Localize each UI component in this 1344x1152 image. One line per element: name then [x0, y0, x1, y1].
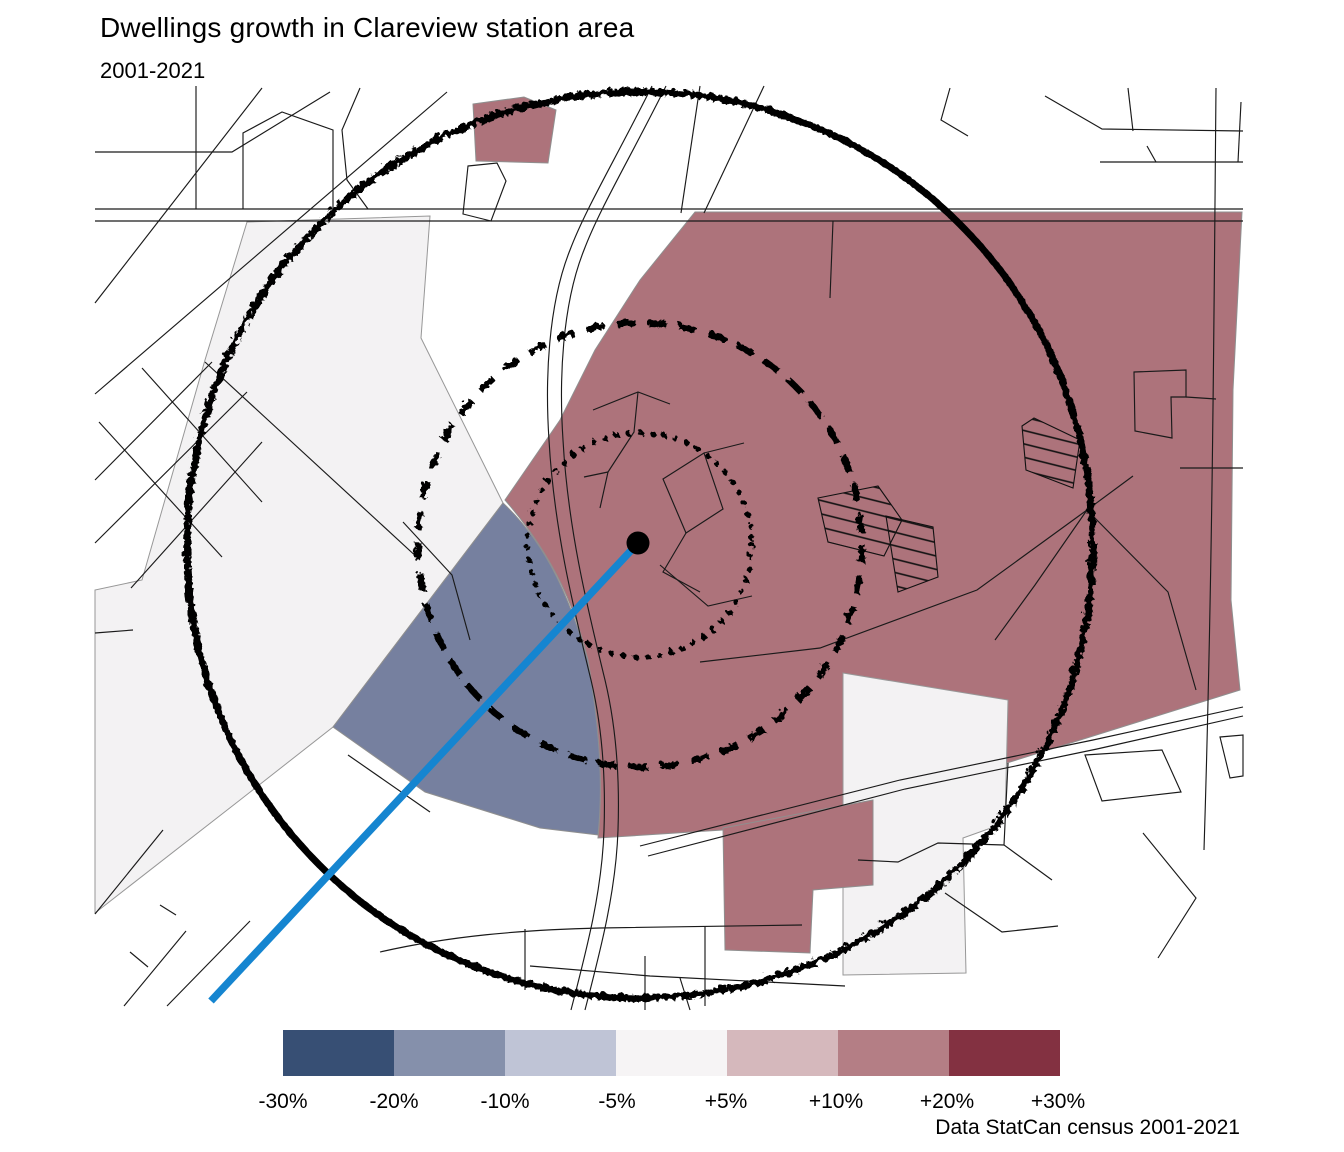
lrt-line: [208, 540, 641, 1004]
legend-cell: [616, 1030, 727, 1076]
ring-middle-dashed: [412, 317, 864, 769]
station-dot: [626, 531, 650, 555]
neutral-tract-west: [94, 215, 504, 915]
legend-cell: [394, 1030, 505, 1076]
neutral-tract-southeast: [842, 672, 1009, 976]
legend-cell: [838, 1030, 949, 1076]
page-title: Dwellings growth in Clareview station ar…: [100, 12, 635, 43]
ring-outer-solid: [181, 86, 1095, 1000]
ring-inner-dotted: [523, 428, 753, 658]
hatched-parcel: [885, 515, 939, 593]
hatched-parcels: [817, 417, 1081, 593]
hatched-parcel: [1021, 417, 1081, 489]
legend-label: -30%: [258, 1090, 308, 1113]
legend-label: -10%: [480, 1090, 530, 1113]
data-source-caption: Data StatCan census 2001-2021: [935, 1116, 1240, 1139]
legend-cell: [727, 1030, 838, 1076]
station-rings: [181, 86, 1095, 1000]
decline-region: [332, 502, 601, 836]
legend-label: -20%: [369, 1090, 419, 1113]
legend-label: +5%: [704, 1090, 748, 1113]
subtitle: 2001-2021: [100, 58, 206, 83]
legend-label: -5%: [598, 1090, 636, 1113]
neutral-tracts: [94, 215, 504, 915]
legend-label: +30%: [1030, 1090, 1086, 1113]
legend-cells: [283, 1030, 1060, 1076]
legend-cell: [505, 1030, 616, 1076]
legend-label: +20%: [919, 1090, 975, 1113]
legend-label: +10%: [808, 1090, 864, 1113]
legend-cell: [283, 1030, 394, 1076]
legend-cell: [949, 1030, 1060, 1076]
growth-region-south: [722, 799, 874, 954]
